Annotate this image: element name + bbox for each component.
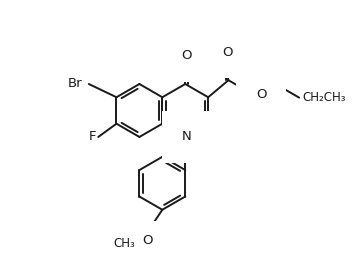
Text: N: N (181, 131, 191, 143)
Text: Br: Br (68, 77, 82, 90)
Text: CH₂CH₃: CH₂CH₃ (302, 91, 346, 104)
Text: O: O (222, 46, 233, 59)
Text: O: O (142, 234, 153, 247)
Text: F: F (89, 130, 96, 142)
Text: CH₃: CH₃ (113, 237, 135, 250)
Text: O: O (256, 88, 267, 101)
Text: O: O (181, 49, 192, 62)
